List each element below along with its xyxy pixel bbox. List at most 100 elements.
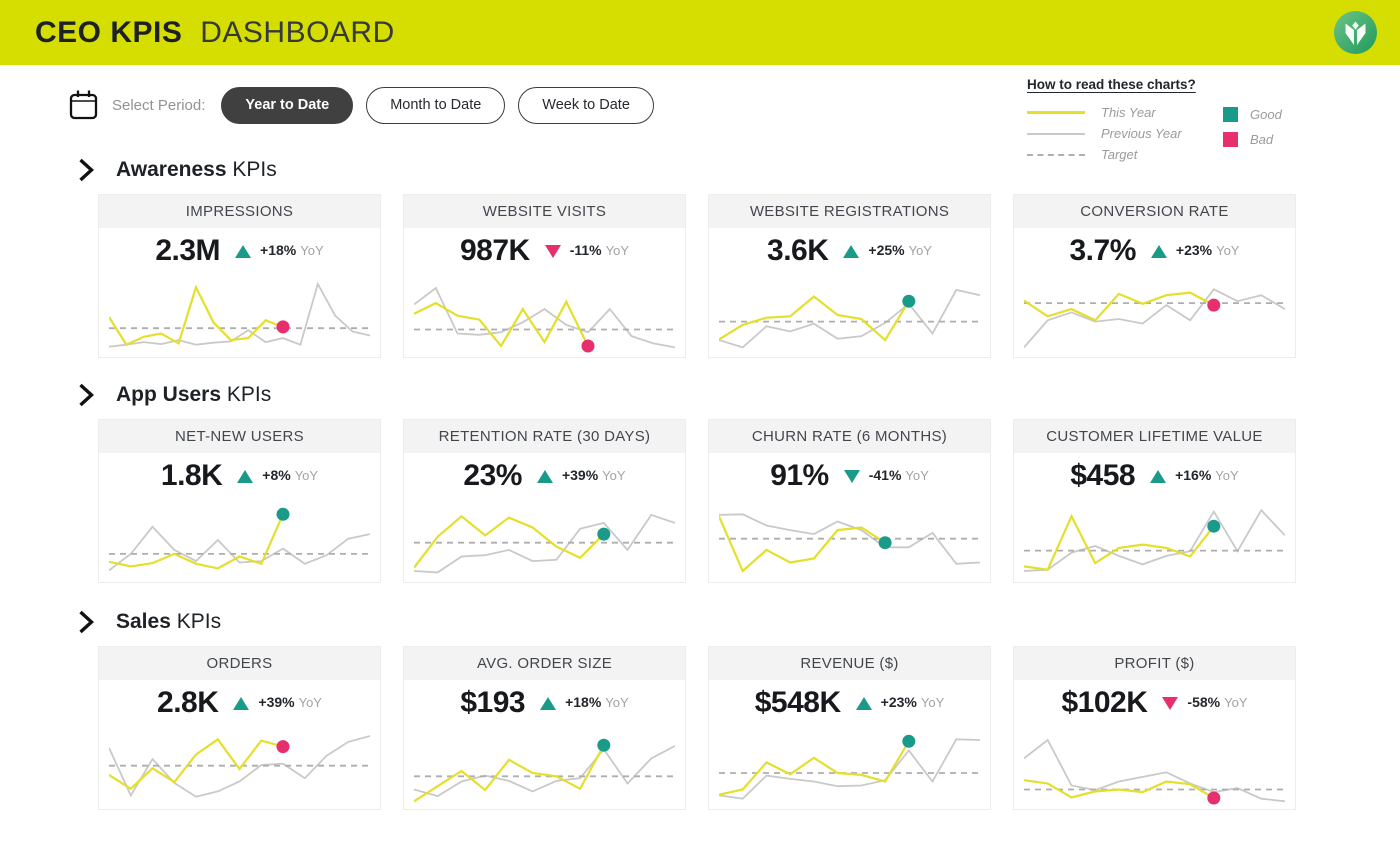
sparkline-chart: [719, 513, 980, 573]
section-header: Sales KPIs: [78, 602, 1400, 636]
trend-up-icon: [855, 696, 872, 710]
kpi-delta-suffix: YoY: [298, 695, 322, 710]
chevron-right-icon[interactable]: [78, 610, 95, 634]
kpi-card-website-registrations: WEBSITE REGISTRATIONS 3.6K +25% YoY: [708, 194, 991, 358]
previous-year-line: [414, 513, 675, 574]
legend-label-bad: Bad: [1250, 132, 1274, 147]
kpi-card-grid: ORDERS 2.8K +39% YoY AVG. ORDER SIZE $193 +18%…: [98, 646, 1296, 810]
kpi-delta-wrap: +16% YoY: [1175, 467, 1239, 485]
how-to-read-link[interactable]: How to read these charts?: [1027, 77, 1196, 92]
kpi-card-title: AVG. ORDER SIZE: [404, 647, 685, 680]
kpi-delta-wrap: +18% YoY: [260, 242, 324, 260]
chevron-right-icon[interactable]: [78, 158, 95, 182]
sparkline-chart: [109, 735, 370, 798]
kpi-card-title: REVENUE ($): [709, 647, 990, 680]
kpi-card-title: CUSTOMER LIFETIME VALUE: [1014, 420, 1295, 453]
end-marker-dot-good: [597, 738, 611, 752]
section-title-bold: Sales: [116, 610, 171, 633]
end-marker-dot-bad: [1207, 791, 1221, 805]
section-header: Awareness KPIs: [78, 150, 1400, 184]
chart-legend: How to read these charts? This Year Prev…: [1027, 76, 1387, 165]
kpi-delta-suffix: YoY: [1224, 695, 1248, 710]
kpi-card-profit: PROFIT ($) $102K -58% YoY: [1013, 646, 1296, 810]
trend-up-icon: [843, 244, 860, 258]
kpi-delta: +39%: [561, 467, 599, 483]
legend-label-this-year: This Year: [1101, 105, 1156, 120]
previous-year-line: [109, 525, 370, 572]
end-marker-dot-bad: [276, 320, 290, 334]
trend-up-icon: [233, 696, 250, 710]
kpi-card-retention-rate-30-days: RETENTION RATE (30 DAYS) 23% +39% YoY: [403, 419, 686, 583]
kpi-delta-suffix: YoY: [1216, 243, 1240, 258]
section-title-bold: App Users: [116, 383, 222, 406]
sparkline-chart: [1024, 738, 1285, 805]
this-year-line: [109, 513, 285, 570]
kpi-card-title: PROFIT ($): [1014, 647, 1295, 680]
this-year-line: [414, 299, 589, 348]
sparkline-chart: [719, 734, 980, 800]
kpi-card-title: WEBSITE VISITS: [404, 195, 685, 228]
trend-up-icon: [235, 244, 252, 258]
kpi-value: 23%: [463, 459, 522, 492]
kpi-card-revenue: REVENUE ($) $548K +23% YoY: [708, 646, 991, 810]
kpi-card-title: IMPRESSIONS: [99, 195, 380, 228]
kpi-delta-suffix: YoY: [1215, 468, 1239, 483]
period-button-year-to-date[interactable]: Year to Date: [221, 86, 354, 124]
previous-year-line: [719, 738, 980, 800]
sparkline-chart: [414, 738, 675, 803]
section-title-rest: KPIs: [176, 610, 222, 633]
period-button-week-to-date[interactable]: Week to Date: [518, 86, 654, 124]
this-year-line: [1024, 513, 1215, 571]
kpi-value-row: 91% -41% YoY: [709, 453, 990, 499]
kpi-delta: +18%: [565, 694, 602, 710]
kpi-value-row: 23% +39% YoY: [404, 453, 685, 499]
kpi-value: 3.6K: [767, 234, 829, 267]
kpi-value: 1.8K: [160, 459, 223, 492]
kpi-card-title: RETENTION RATE (30 DAYS): [404, 420, 685, 453]
good-marker-icon: [1223, 107, 1238, 122]
kpi-delta-wrap: +39% YoY: [562, 467, 626, 485]
kpi-delta-wrap: -58% YoY: [1187, 694, 1247, 712]
kpi-value: 91%: [770, 459, 829, 492]
sparkline-chart: [109, 507, 370, 572]
kpi-delta-suffix: YoY: [908, 243, 932, 258]
kpi-value: 987K: [459, 234, 530, 267]
kpi-card-avg-order-size: AVG. ORDER SIZE $193 +18% YoY: [403, 646, 686, 810]
trend-up-icon: [237, 469, 254, 483]
trend-down-icon: [544, 244, 561, 258]
sparkline-chart: [719, 288, 980, 349]
legend-marker-samples: Good Bad: [1223, 102, 1282, 165]
page-title: CEO KPIS DASHBOARD: [35, 16, 395, 50]
select-period-label: Select Period:: [112, 96, 206, 114]
header-bar: CEO KPIS DASHBOARD: [0, 0, 1400, 65]
kpi-delta: -58%: [1187, 694, 1221, 710]
kpi-value-row: 1.8K +8% YoY: [99, 453, 380, 499]
chevron-right-icon[interactable]: [78, 383, 95, 407]
this-year-line: [719, 295, 910, 342]
kpi-delta: +16%: [1175, 467, 1212, 483]
trend-up-icon: [1150, 244, 1167, 258]
kpi-card-website-visits: WEBSITE VISITS 987K -11% YoY: [403, 194, 686, 358]
kpi-card-title: NET-NEW USERS: [99, 420, 380, 453]
kpi-card-grid: IMPRESSIONS 2.3M +18% YoY WEBSITE VISITS 987K…: [98, 194, 1296, 358]
section-title-rest: KPIs: [232, 158, 277, 181]
sparkline-chart: [1024, 288, 1285, 348]
section-title: Sales KPIs: [116, 610, 221, 634]
period-controls: Select Period: Year to Date Month to Dat…: [66, 85, 667, 125]
end-marker-dot-bad: [1207, 298, 1221, 312]
kpi-delta-wrap: +23% YoY: [1176, 242, 1240, 260]
kpi-value-row: 3.6K +25% YoY: [709, 228, 990, 274]
period-button-month-to-date[interactable]: Month to Date: [366, 86, 506, 124]
section-title-rest: KPIs: [226, 383, 272, 406]
legend-label-previous-year: Previous Year: [1101, 126, 1182, 141]
kpi-delta-suffix: YoY: [920, 695, 945, 710]
kpi-card-net-new-users: NET-NEW USERS 1.8K +8% YoY: [98, 419, 381, 583]
kpi-card-title: ORDERS: [99, 647, 380, 680]
previous-year-line: [719, 288, 980, 349]
section-header: App Users KPIs: [78, 375, 1400, 409]
end-marker-dot-bad: [276, 740, 290, 754]
kpi-value-row: 3.7% +23% YoY: [1014, 228, 1295, 274]
previous-year-line: [719, 513, 980, 565]
kpi-value: 2.3M: [155, 234, 221, 267]
kpi-value: 3.7%: [1069, 234, 1137, 267]
